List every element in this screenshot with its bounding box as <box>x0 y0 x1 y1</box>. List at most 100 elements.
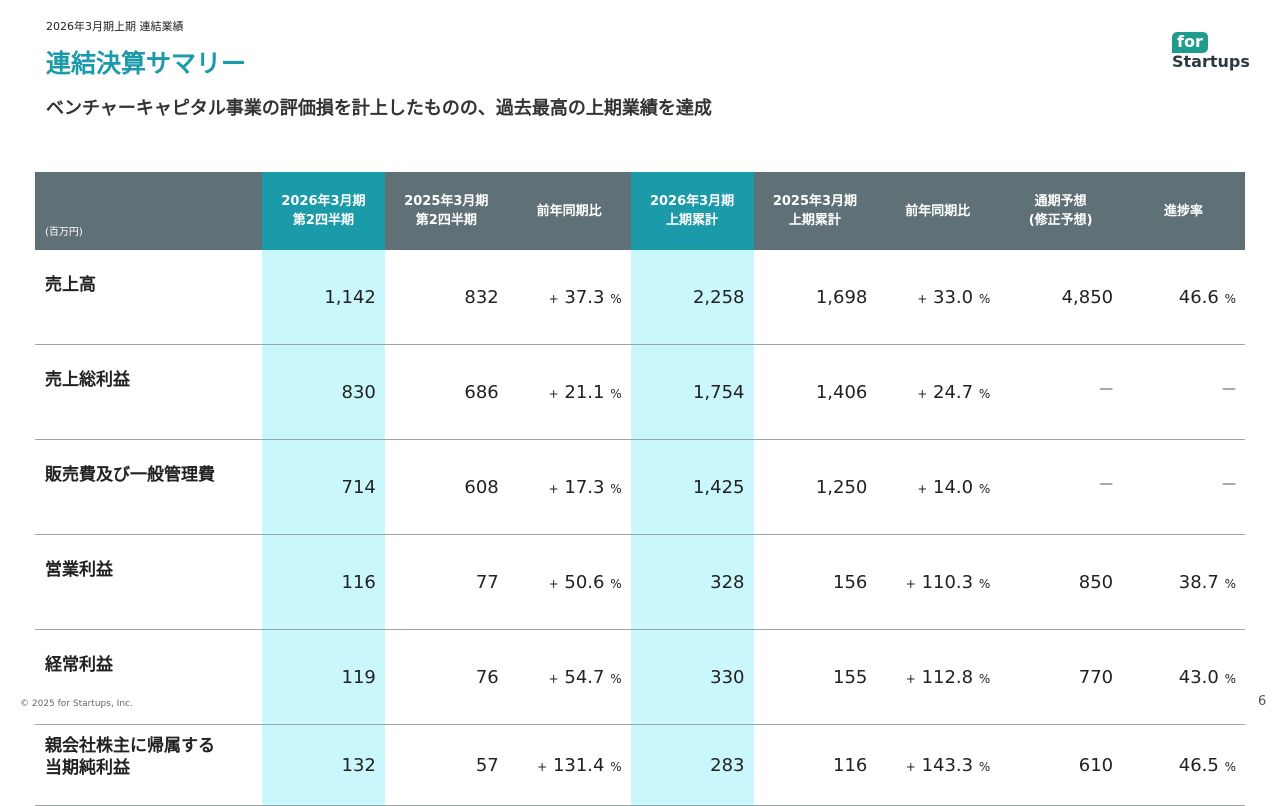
cell-sign: + <box>905 759 916 774</box>
cell-value: 4,850 <box>1061 286 1114 308</box>
column-header: 2026年3月期 上期累計 <box>630 172 754 250</box>
unit-label: (百万円) <box>35 172 262 250</box>
cell-unit: % <box>978 759 991 774</box>
cell: + 21.1 % <box>507 344 631 440</box>
cell: 76 <box>384 629 508 725</box>
cell-value: 132 <box>341 754 376 776</box>
cell-value: 155 <box>833 666 868 688</box>
row-label: 販売費及び一般管理費 <box>35 439 262 535</box>
cell-value: 1,754 <box>692 381 745 403</box>
cell-value: 14.0 <box>933 476 974 498</box>
cell: 1,406 <box>753 344 877 440</box>
cell-value: — <box>1222 475 1236 492</box>
cell: 1,250 <box>753 439 877 535</box>
cell-value: 2,258 <box>692 286 745 308</box>
cell-value: 119 <box>341 666 376 688</box>
cell: 830 <box>262 344 385 440</box>
breadcrumb: 2026年3月期上期 連結業績 <box>46 20 184 33</box>
column-header-line: 上期累計 <box>666 213 719 228</box>
cell: — <box>999 344 1123 440</box>
column-header: 進捗率 <box>1122 172 1245 250</box>
cell-value: 1,698 <box>815 286 868 308</box>
cell-value: 830 <box>341 381 376 403</box>
cell-unit: % <box>978 576 991 591</box>
cell-sign: + <box>548 386 559 401</box>
cell-sign: + <box>548 291 559 306</box>
column-header-line: 進捗率 <box>1164 203 1204 219</box>
cell: 832 <box>384 250 508 345</box>
cell-value: 770 <box>1078 666 1114 688</box>
cell-sign: + <box>548 576 559 591</box>
cell: 770 <box>999 629 1123 725</box>
cell-sign: + <box>905 671 916 686</box>
cell: 2,258 <box>630 250 754 345</box>
cell: — <box>999 439 1123 535</box>
cell-value: 77 <box>475 571 499 593</box>
cell-value: 143.3 <box>921 754 974 776</box>
page-number: 6 <box>1258 694 1267 709</box>
table-row: 販売費及び一般管理費 714 608 + 17.3 % 1,425 1,250 + 14.0… <box>35 439 1245 535</box>
cell-value: 1,406 <box>815 381 868 403</box>
column-header-line: 2025年3月期 <box>404 194 489 209</box>
cell-value: 283 <box>710 754 745 776</box>
cell-value: 608 <box>464 476 499 498</box>
cell: — <box>1122 439 1245 535</box>
cell-value: 1,425 <box>692 476 745 498</box>
column-header: 通期予想 (修正予想) <box>999 172 1123 250</box>
cell-unit: % <box>1224 291 1236 306</box>
cell-value: 24.7 <box>933 381 974 403</box>
column-header-line: 第2四半期 <box>415 213 477 228</box>
row-label: 売上総利益 <box>35 344 262 440</box>
cell-unit: % <box>610 481 622 496</box>
cell-value: 328 <box>710 571 745 593</box>
cell: 43.0 % <box>1122 629 1245 725</box>
cell: 46.5 % <box>1122 724 1245 806</box>
logo-top: for <box>1172 32 1208 53</box>
cell-value: 76 <box>475 666 499 688</box>
cell: + 50.6 % <box>507 534 631 630</box>
cell-value: 50.6 <box>564 571 605 593</box>
cell: 116 <box>753 724 877 806</box>
column-header-line: 前年同期比 <box>536 203 602 219</box>
column-header-line: 通期予想 <box>1034 194 1087 209</box>
cell-value: 116 <box>833 754 868 776</box>
cell: 330 <box>630 629 754 725</box>
title: 連結決算サマリー <box>46 49 247 78</box>
column-header: 前年同期比 <box>507 172 631 250</box>
cell: 1,698 <box>753 250 877 345</box>
row-label-line: 親会社株主に帰属する <box>45 736 215 756</box>
row-label: 経常利益 <box>35 629 262 725</box>
cell-unit: % <box>978 481 991 496</box>
cell: — <box>1122 344 1245 440</box>
cell: 38.7 % <box>1122 534 1245 630</box>
cell: 283 <box>630 724 754 806</box>
cell-unit: % <box>978 386 991 401</box>
row-label-line: 経常利益 <box>45 655 113 675</box>
subtitle: ベンチャーキャピタル事業の評価損を計上したものの、過去最高の上期業績を達成 <box>46 98 712 119</box>
cell-unit: % <box>978 291 991 306</box>
column-header: 2025年3月期 上期累計 <box>753 172 877 250</box>
cell: 77 <box>384 534 508 630</box>
cell-unit: % <box>610 386 622 401</box>
cell-value: 38.7 <box>1178 571 1219 593</box>
cell: 610 <box>999 724 1123 806</box>
cell: 155 <box>753 629 877 725</box>
table-row: 経常利益 119 76 + 54.7 % 330 155 + 112.8 % 770 43.0 … <box>35 629 1245 725</box>
cell-value: 46.6 <box>1178 286 1219 308</box>
cell-value: 33.0 <box>933 286 974 308</box>
cell: 850 <box>999 534 1123 630</box>
row-label-line: 販売費及び一般管理費 <box>45 465 215 485</box>
cell-value: 54.7 <box>564 666 605 688</box>
cell-value: 57 <box>475 754 499 776</box>
column-header-line: (修正予想) <box>1028 213 1093 228</box>
summary-table: (百万円) 2026年3月期 第2四半期 2025年3月期 第2四半期 前年同期比 202… <box>35 172 1245 806</box>
table-row: 営業利益 116 77 + 50.6 % 328 156 + 110.3 % 850 38.7 … <box>35 534 1245 630</box>
cell-value: 1,142 <box>324 286 376 308</box>
row-label-line: 営業利益 <box>45 560 113 580</box>
cell: + 33.0 % <box>876 250 1000 345</box>
cell: 1,142 <box>262 250 385 345</box>
column-header: 2025年3月期 第2四半期 <box>384 172 508 250</box>
cell-unit: % <box>1224 576 1236 591</box>
cell-value: 131.4 <box>552 754 605 776</box>
cell: 1,754 <box>630 344 754 440</box>
